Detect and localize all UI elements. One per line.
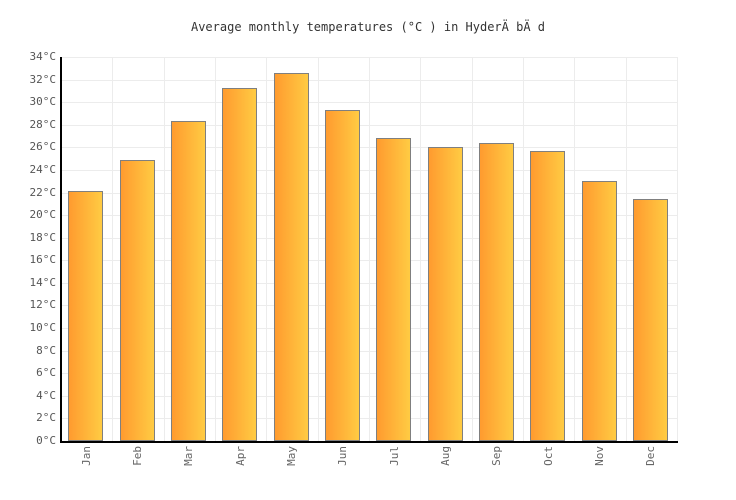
x-grid-line (317, 57, 319, 441)
bar-nov (581, 181, 617, 441)
x-axis-label-feb: Feb (130, 446, 144, 466)
x-axis-label-mar: Mar (181, 446, 195, 466)
x-axis-label-jun: Jun (335, 446, 349, 466)
y-tick-label: 8°C (36, 343, 56, 357)
y-grid-line (62, 418, 678, 420)
x-grid-line (112, 57, 114, 441)
bar-oct (530, 150, 566, 441)
y-grid-line (62, 373, 678, 375)
bar-may (273, 72, 309, 441)
bar-jan (68, 191, 104, 441)
y-tick-label: 16°C (29, 253, 57, 267)
x-axis-label-jul: Jul (387, 446, 401, 466)
y-tick-label: 4°C (36, 388, 56, 402)
y-grid-line (62, 305, 678, 307)
y-grid-line (62, 215, 678, 217)
chart-title: Average monthly temperatures (°C ) in Hy… (190, 20, 545, 34)
bar-aug (427, 147, 463, 441)
bar-dec (632, 199, 668, 441)
y-tick-label: 0°C (36, 434, 56, 447)
y-grid-line (62, 282, 678, 284)
y-grid-line (62, 328, 678, 330)
bar-apr (222, 87, 258, 441)
y-tick-label: 2°C (36, 411, 56, 425)
x-axis-label-jan: Jan (79, 446, 93, 466)
plot-area (60, 57, 678, 443)
x-axis-label-dec: Dec (643, 446, 657, 466)
x-grid-line (420, 57, 422, 441)
x-grid-line (625, 57, 627, 441)
y-tick-label: 34°C (29, 50, 57, 63)
y-tick-label: 22°C (29, 185, 57, 199)
y-grid-line (62, 350, 678, 352)
bar-mar (170, 121, 206, 441)
x-grid-line (163, 57, 165, 441)
y-tick-label: 6°C (36, 366, 56, 380)
y-tick-label: 10°C (29, 321, 57, 335)
x-axis-label-apr: Apr (233, 446, 247, 466)
x-axis-line (60, 441, 678, 443)
y-grid-line (62, 57, 678, 58)
y-tick-label: 30°C (29, 95, 57, 109)
y-grid-line (62, 147, 678, 149)
x-axis-label-sep: Sep (489, 446, 503, 466)
x-grid-line (574, 57, 576, 441)
x-grid-line (523, 57, 524, 441)
x-grid-line (215, 57, 216, 441)
bar-feb (119, 159, 155, 441)
y-axis-line (60, 57, 62, 443)
bar-sep (478, 142, 514, 441)
y-grid-line (62, 260, 678, 262)
x-grid-line (471, 57, 473, 441)
y-tick-label: 20°C (29, 208, 57, 222)
x-grid-line (369, 57, 370, 441)
y-grid-line (62, 79, 678, 81)
bar-jul (376, 138, 412, 441)
y-tick-label: 32°C (29, 72, 57, 86)
x-axis-label-aug: Aug (438, 446, 452, 466)
y-tick-label: 14°C (29, 275, 57, 289)
y-tick-label: 26°C (29, 140, 57, 154)
x-grid-line (266, 57, 268, 441)
y-tick-label: 28°C (29, 117, 57, 131)
y-grid-line (62, 192, 678, 194)
x-axis-label-nov: Nov (592, 446, 606, 466)
x-axis-label-may: May (284, 446, 298, 466)
x-axis-label-oct: Oct (541, 446, 555, 466)
y-grid-line (62, 124, 678, 126)
y-grid-line (62, 395, 678, 397)
y-tick-label: 12°C (29, 298, 57, 312)
y-grid-line (62, 169, 678, 171)
y-grid-line (62, 102, 678, 104)
x-grid-line (677, 57, 678, 441)
bar-jun (324, 110, 360, 441)
y-tick-label: 24°C (29, 162, 57, 176)
y-grid-line (62, 237, 678, 239)
y-tick-label: 18°C (29, 230, 57, 244)
